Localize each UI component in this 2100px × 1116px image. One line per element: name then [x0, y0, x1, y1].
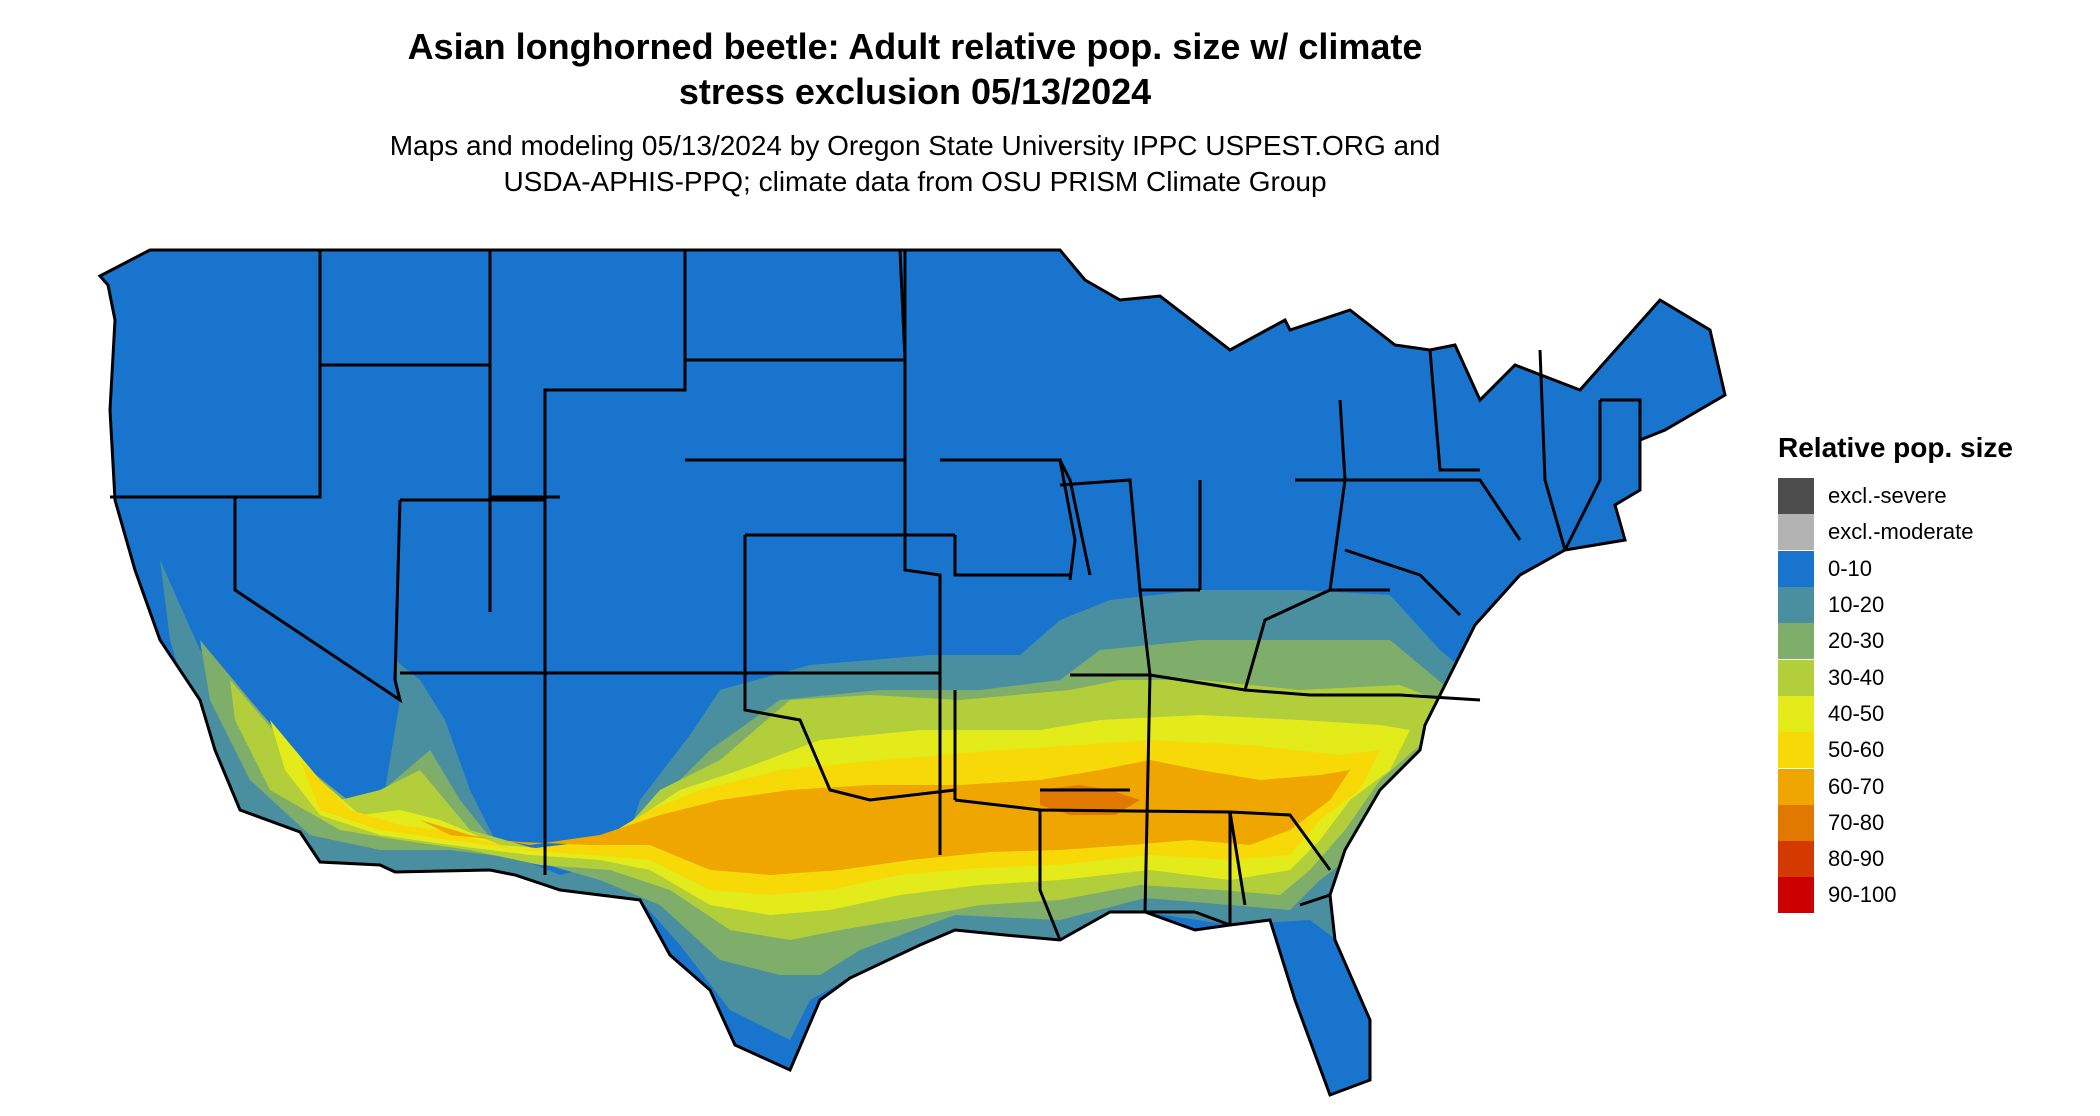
- map-subtitle-line-1: Maps and modeling 05/13/2024 by Oregon S…: [389, 130, 1441, 161]
- legend-item: 40-50: [1778, 695, 2013, 732]
- legend-swatch: [1778, 623, 1814, 660]
- legend-label: 10-20: [1828, 592, 1885, 618]
- legend-swatch: [1778, 804, 1814, 841]
- legend-swatch: [1778, 732, 1814, 769]
- legend-swatch: [1778, 587, 1814, 624]
- state-border-lines: [110, 249, 1642, 941]
- legend-item: 0-10: [1778, 550, 2013, 587]
- legend-swatch: [1778, 841, 1814, 878]
- legend-item: 80-90: [1778, 841, 2013, 878]
- legend-item: excl.-severe: [1778, 478, 2013, 515]
- legend-item: 50-60: [1778, 732, 2013, 769]
- legend-label: 50-60: [1828, 737, 1885, 763]
- legend-item: 20-30: [1778, 623, 2013, 660]
- legend-swatch: [1778, 514, 1814, 551]
- legend-item: excl.-moderate: [1778, 514, 2013, 551]
- legend-item: 70-80: [1778, 804, 2013, 841]
- map-title-line-2: stress exclusion 05/13/2024: [678, 71, 1152, 112]
- legend-item: 30-40: [1778, 659, 2013, 696]
- legend-items: excl.-severe excl.-moderate 0-10 10-20 20-30…: [1778, 478, 2013, 914]
- state-boundaries: [98, 248, 1727, 1097]
- legend-title: Relative pop. size: [1778, 432, 2013, 463]
- legend-label: 90-100: [1828, 882, 1897, 908]
- map-subtitle-line-2: USDA-APHIS-PPQ; climate data from OSU PR…: [503, 166, 1327, 197]
- legend-swatch: [1778, 659, 1814, 696]
- legend: Relative pop. size excl.-severe excl.-mod…: [1778, 432, 2013, 914]
- legend-label: excl.-moderate: [1828, 519, 1974, 545]
- legend-item: 90-100: [1778, 877, 2013, 914]
- legend-label: 70-80: [1828, 809, 1885, 835]
- legend-swatch: [1778, 768, 1814, 805]
- map-title: Asian longhorned beetle: Adult relative …: [0, 24, 1830, 114]
- legend-swatch: [1778, 695, 1814, 732]
- map-subtitle: Maps and modeling 05/13/2024 by Oregon S…: [0, 128, 1830, 200]
- legend-label: 0-10: [1828, 555, 1873, 581]
- legend-label: 20-30: [1828, 628, 1885, 654]
- legend-label: excl.-severe: [1828, 483, 1947, 509]
- legend-swatch: [1778, 550, 1814, 587]
- legend-swatch: [1778, 877, 1814, 914]
- legend-label: 30-40: [1828, 664, 1885, 690]
- suitability-surface: [100, 250, 1725, 1095]
- legend-label: 80-90: [1828, 846, 1885, 872]
- map-title-line-1: Asian longhorned beetle: Adult relative …: [407, 26, 1423, 67]
- legend-label: 40-50: [1828, 700, 1885, 726]
- legend-item: 10-20: [1778, 587, 2013, 624]
- zone-70-80: [1040, 785, 1140, 815]
- legend-swatch: [1778, 478, 1814, 515]
- legend-item: 60-70: [1778, 768, 2013, 805]
- legend-label: 60-70: [1828, 773, 1885, 799]
